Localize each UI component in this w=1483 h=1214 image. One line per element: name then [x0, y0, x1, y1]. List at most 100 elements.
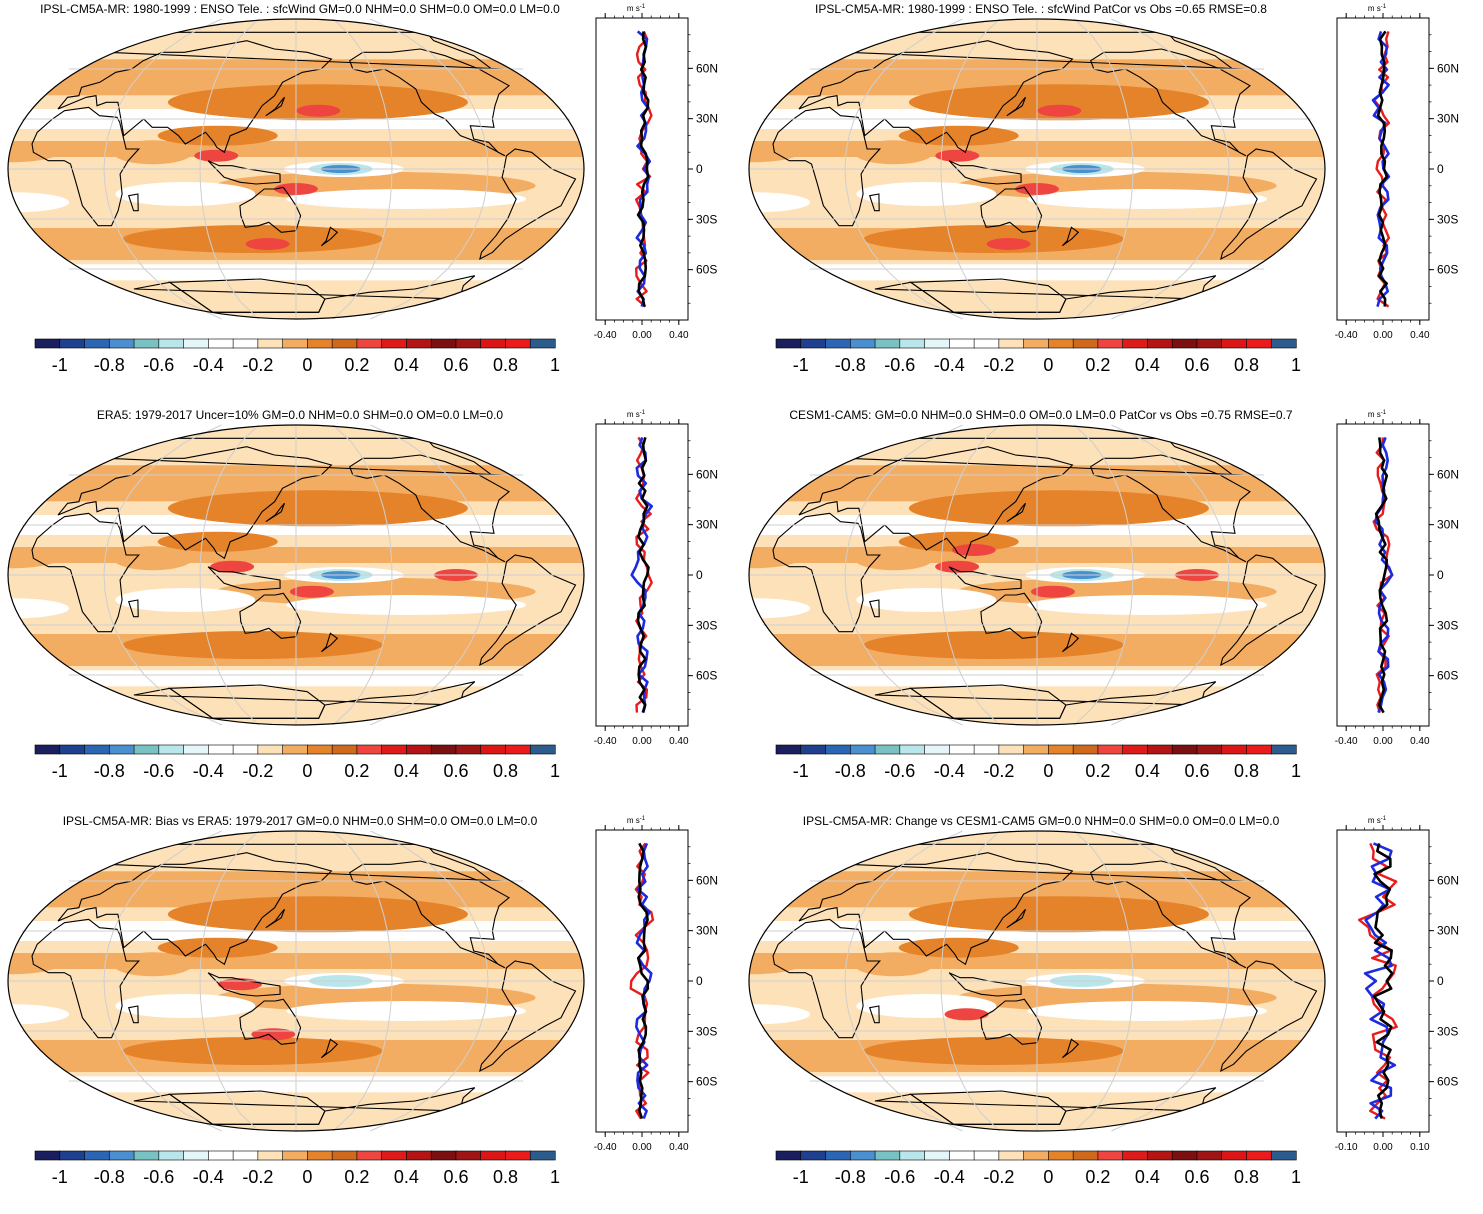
- profile-lat-label: 30S: [696, 618, 717, 632]
- profile-lat-label: 30S: [696, 212, 717, 226]
- profile-line-blue: [635, 842, 653, 1120]
- colorbar-cell: [480, 744, 507, 755]
- profile-unit: m s-1: [1368, 816, 1387, 825]
- hotspot-0: [210, 560, 255, 573]
- colorbar-cell: [849, 744, 876, 755]
- colorbar-cell: [1048, 1150, 1074, 1161]
- panel-title: IPSL-CM5A-MR: 1980-1999 : ENSO Tele. : s…: [815, 2, 1267, 16]
- panel-era5: ERA5: 1979-2017 Uncer=10% GM=0.0 NHM=0.0…: [0, 408, 741, 808]
- continent-south-america: [1220, 960, 1318, 1073]
- colorbar-tick-label: 0.6: [1184, 1167, 1209, 1187]
- island-greenland: [847, 843, 1246, 882]
- profile-lat-label: 30N: [696, 112, 718, 126]
- island-madagascar: [868, 1005, 880, 1024]
- colorbar-tick-label: -0.6: [143, 761, 174, 781]
- colorbar-tick-label: 0: [1043, 355, 1053, 375]
- colorbar-cell: [825, 338, 851, 349]
- island-new-zealand: [321, 1038, 339, 1059]
- continent-north-america: [349, 454, 510, 563]
- colorbar-cell: [924, 338, 950, 349]
- colorbar-tick-label: 0.2: [1085, 1167, 1110, 1187]
- colorbar-cell: [1072, 1150, 1099, 1161]
- profile-lat-label: 30S: [1437, 1024, 1458, 1038]
- colorbar-tick-label: 0.2: [344, 355, 369, 375]
- graticule-lon: [940, 424, 1001, 726]
- profile-lat-label: 0: [1437, 162, 1444, 176]
- profile-unit: m s-1: [627, 410, 646, 419]
- island-indonesia: [207, 972, 281, 997]
- profile-lat-label: 30N: [1437, 924, 1459, 938]
- arabian-orange: [853, 140, 934, 165]
- profile-x-label: 0.40: [1410, 736, 1430, 744]
- colorbar-tick-label: -0.2: [242, 355, 273, 375]
- colorbar-cell: [331, 1150, 358, 1161]
- hotspot-0: [218, 978, 262, 991]
- continent-australia: [239, 592, 302, 639]
- profile-lat-label: 0: [696, 162, 703, 176]
- profile-lat-label: 60S: [1437, 263, 1458, 277]
- indian-white: [115, 994, 256, 1018]
- colorbar-tick-label: 1: [550, 761, 560, 781]
- colorbar-cell: [34, 1150, 61, 1161]
- colorbar-cell: [158, 1150, 185, 1161]
- graticule-lon: [332, 18, 393, 320]
- island-new-zealand: [1062, 1038, 1080, 1059]
- southern-ocean-strong: [122, 225, 383, 253]
- continent-australia: [239, 998, 302, 1045]
- colorbar-tick-label: -0.2: [983, 1167, 1014, 1187]
- colorbar-cell: [1122, 1150, 1149, 1161]
- hotspot-1: [289, 585, 334, 598]
- island-madagascar: [127, 193, 139, 212]
- colorbar-tick-label: -0.8: [94, 1167, 125, 1187]
- colorbar-cell: [356, 1150, 383, 1161]
- colorbar-cell: [232, 744, 259, 755]
- colorbar-tick-label: -0.8: [94, 761, 125, 781]
- colorbar-tick-label: 0.4: [394, 761, 419, 781]
- profile-lat-label: 0: [1437, 568, 1444, 582]
- graticule-lon: [940, 830, 1001, 1132]
- colorbar-cell: [430, 1150, 457, 1161]
- profile-lat-label: 30S: [696, 1024, 717, 1038]
- colorbar-tick-label: 0.4: [1135, 1167, 1160, 1187]
- profile-unit: m s-1: [1368, 410, 1387, 419]
- arabian-orange: [112, 546, 193, 571]
- colorbar-tick-label: 0.6: [443, 1167, 468, 1187]
- profile-x-label: -0.40: [594, 1142, 617, 1150]
- continent-south-america: [479, 554, 577, 667]
- south-pacific-white: [286, 595, 527, 615]
- profile-lat-label: 60N: [696, 61, 718, 75]
- colorbar-cell: [158, 744, 185, 755]
- colorbar: -1 -0.8 -0.6 -0.4 -0.2 0 0.2 0.4 0.6 0.8 1: [775, 1150, 1301, 1187]
- island-new-zealand: [1062, 632, 1080, 653]
- colorbar-cell: [1122, 744, 1149, 755]
- pacific-north-strong: [908, 84, 1209, 121]
- colorbar-cell: [1171, 1150, 1198, 1161]
- asia-strong: [157, 937, 278, 958]
- graticule-lon: [1073, 830, 1134, 1132]
- south-pacific-white: [286, 189, 527, 209]
- colorbar-cell: [1097, 744, 1124, 755]
- robinson-map: [748, 18, 1326, 320]
- island-greenland: [106, 437, 505, 476]
- colorbar-tick-label: -1: [52, 1167, 68, 1187]
- profile-lat-label: 60N: [1437, 61, 1459, 75]
- graticule: [749, 830, 1325, 1132]
- profile-unit: m s-1: [627, 4, 646, 13]
- continent-south-america: [479, 960, 577, 1073]
- continent-north-america: [349, 48, 510, 157]
- colorbar-tick-label: 0.8: [493, 761, 518, 781]
- colorbar-cell: [430, 744, 457, 755]
- island-japan: [265, 908, 286, 929]
- panel-title: CESM1-CAM5: GM=0.0 NHM=0.0 SHM=0.0 OM=0.…: [789, 408, 1293, 422]
- profile-line-black: [636, 437, 650, 713]
- colorbar-tick-label: 0: [302, 761, 312, 781]
- island-greenland: [106, 31, 505, 70]
- colorbar-cell: [381, 338, 408, 349]
- island-indonesia: [948, 160, 1022, 185]
- colorbar-tick-label: 0.4: [394, 355, 419, 375]
- colorbar-tick-label: -0.8: [94, 355, 125, 375]
- colorbar-tick-label: 0.4: [394, 1167, 419, 1187]
- colorbar-tick-label: 0.8: [1234, 1167, 1259, 1187]
- profile-line-blue: [635, 30, 652, 307]
- hotspot-2: [1030, 585, 1075, 598]
